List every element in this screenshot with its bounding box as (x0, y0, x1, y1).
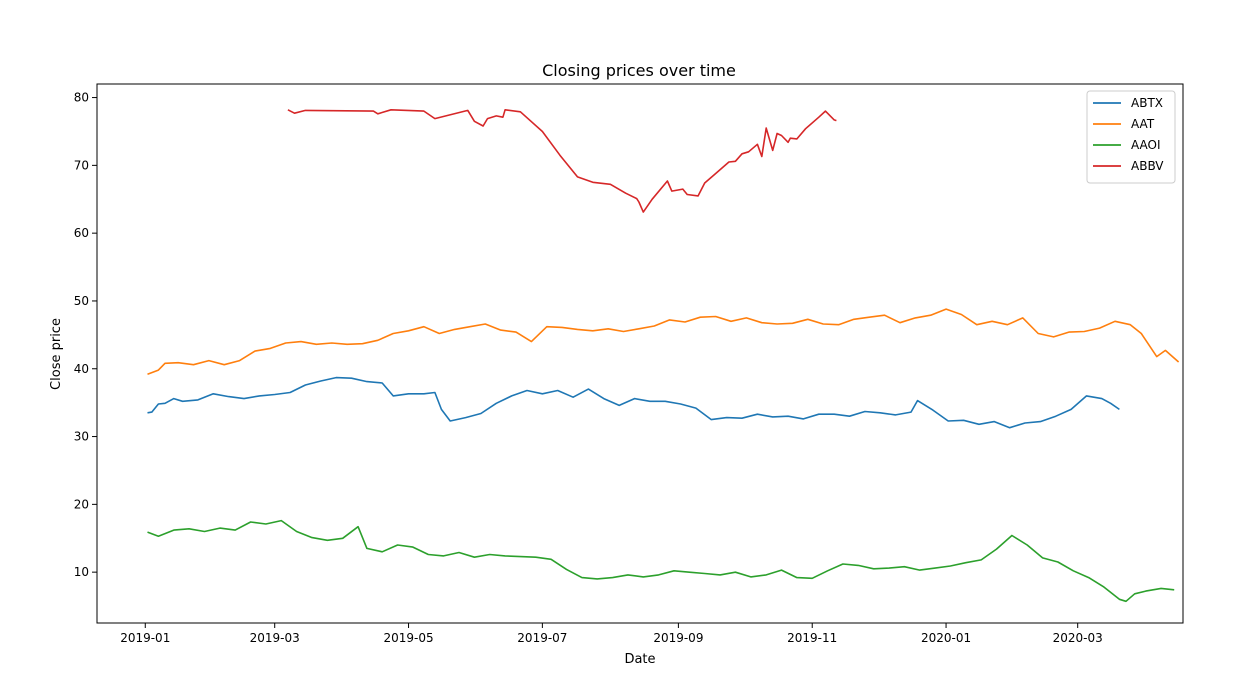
y-tick-label: 10 (74, 565, 89, 579)
y-tick-label: 80 (74, 91, 89, 105)
series-line-aat (147, 308, 1180, 375)
legend-label-abtx: ABTX (1131, 96, 1163, 110)
y-tick-label: 70 (74, 158, 89, 172)
y-tick-label: 60 (74, 226, 89, 240)
y-axis: 10 20 30 40 50 60 70 80 (74, 91, 97, 579)
series-line-abtx (147, 376, 1120, 429)
y-tick-label: 30 (74, 430, 89, 444)
x-tick-label: 2019-09 (653, 631, 703, 645)
x-axis-label: Date (624, 652, 655, 667)
y-tick-label: 20 (74, 497, 89, 511)
x-tick-label: 2020-01 (921, 631, 971, 645)
x-tick-label: 2019-11 (787, 631, 837, 645)
legend-box (1086, 90, 1176, 184)
y-tick-label: 40 (74, 362, 89, 376)
y-tick-label: 50 (74, 294, 89, 308)
legend-label-aat: AAT (1131, 117, 1155, 131)
y-axis-label: Close price (49, 318, 64, 390)
series-line-aaoi (147, 519, 1175, 603)
plot-frame (96, 83, 1184, 624)
x-tick-label: 2020-03 (1053, 631, 1103, 645)
series-line-abbv (287, 109, 837, 213)
x-tick-label: 2019-05 (383, 631, 433, 645)
legend: ABTX AAT AAOI ABBV (1086, 90, 1176, 184)
x-tick-label: 2019-03 (250, 631, 300, 645)
plot-lines (147, 109, 1180, 603)
legend-label-abbv: ABBV (1131, 159, 1164, 173)
x-tick-label: 2019-07 (517, 631, 567, 645)
chart-title: Closing prices over time (542, 61, 736, 80)
legend-label-aaoi: AAOI (1131, 138, 1161, 152)
x-tick-label: 2019-01 (120, 631, 170, 645)
x-axis: 2019-01 2019-03 2019-05 2019-07 2019-09 2019-… (120, 623, 1103, 645)
